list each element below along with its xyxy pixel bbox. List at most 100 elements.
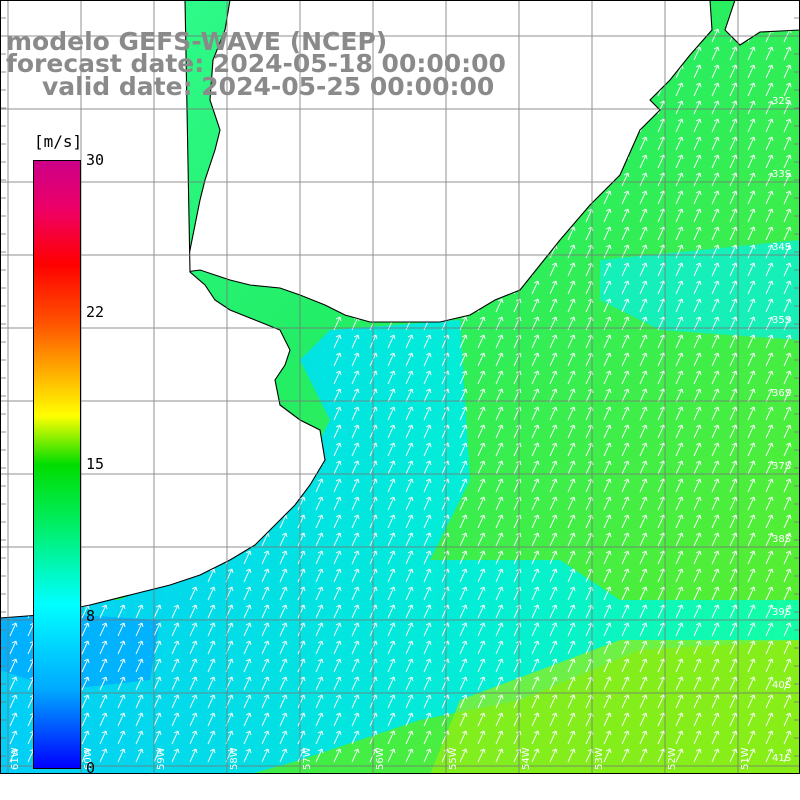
wind-arrow (639, 658, 648, 673)
wind-arrow (9, 712, 18, 727)
wind-arrow (549, 514, 558, 529)
lon-label: 55W (448, 747, 459, 770)
wind-arrow (405, 442, 414, 457)
wind-arrow (405, 658, 414, 673)
wind-arrow (693, 478, 702, 493)
wind-arrow (495, 586, 504, 601)
wind-arrow (783, 388, 792, 403)
wind-arrow (603, 712, 612, 727)
wind-arrow (387, 514, 396, 529)
wind-arrow (747, 154, 756, 169)
wind-arrow (459, 568, 468, 583)
wind-arrow (81, 658, 90, 673)
wind-arrow (531, 352, 540, 367)
wind-arrow (729, 406, 738, 421)
wind-arrow (549, 334, 558, 349)
wind-arrow (405, 568, 414, 583)
wind-arrow (747, 64, 756, 79)
wind-arrow (549, 532, 558, 547)
wind-arrow (783, 190, 792, 205)
wind-arrow (783, 370, 792, 385)
wind-arrow (711, 550, 720, 565)
wind-arrow (693, 748, 702, 763)
wind-arrow (603, 334, 612, 349)
wind-arrow (333, 712, 342, 727)
wind-arrow (783, 712, 792, 727)
wind-arrow (351, 496, 360, 511)
wind-arrow (297, 658, 306, 673)
wind-arrow (279, 658, 288, 673)
wind-arrow (351, 424, 360, 439)
wind-arrow (675, 118, 684, 133)
wind-arrow (495, 730, 504, 745)
wind-arrow (315, 658, 324, 673)
wind-arrow (477, 604, 486, 619)
wind-arrow (495, 442, 504, 457)
wind-arrow (297, 712, 306, 727)
wind-arrow (711, 748, 720, 763)
wind-arrow (423, 676, 432, 691)
wind-arrow (711, 208, 720, 223)
wind-arrow (603, 586, 612, 601)
wind-arrow (783, 748, 792, 763)
wind-arrow (621, 334, 630, 349)
wind-arrow (783, 280, 792, 295)
wind-arrow (675, 496, 684, 511)
wind-arrow (675, 136, 684, 151)
wind-arrow (621, 172, 630, 187)
wind-arrow (729, 712, 738, 727)
wind-arrow (567, 496, 576, 511)
wind-arrow (621, 730, 630, 745)
wind-arrow (711, 172, 720, 187)
wind-arrow (333, 424, 342, 439)
wind-arrow (189, 730, 198, 745)
wind-arrow (729, 370, 738, 385)
wind-arrow (495, 604, 504, 619)
wind-arrow (783, 658, 792, 673)
colorbar-tick-15: 15 (86, 455, 105, 473)
wind-arrow (693, 370, 702, 385)
wind-arrow (261, 712, 270, 727)
wind-arrow (567, 334, 576, 349)
wind-arrow (549, 622, 558, 637)
wind-arrow (693, 298, 702, 313)
wind-arrow (729, 46, 738, 61)
lat-label: 41S (772, 753, 791, 764)
wind-arrow (711, 514, 720, 529)
wind-arrow (297, 640, 306, 655)
wind-arrow (675, 658, 684, 673)
wind-arrow (747, 460, 756, 475)
wind-arrow (549, 424, 558, 439)
wind-arrow (675, 514, 684, 529)
wind-arrow (549, 748, 558, 763)
colorbar-tick-8: 8 (86, 607, 96, 625)
graticule (0, 0, 800, 775)
wind-arrow (81, 622, 90, 637)
wind-arrow (621, 442, 630, 457)
wind-arrow (765, 460, 774, 475)
wind-arrow (765, 262, 774, 277)
wind-arrow (783, 226, 792, 241)
wind-arrow (603, 478, 612, 493)
wind-arrow (675, 640, 684, 655)
wind-arrow (567, 478, 576, 493)
wind-arrow (423, 352, 432, 367)
title-model: modelo GEFS-WAVE (NCEP) (6, 27, 388, 56)
wind-arrow (99, 676, 108, 691)
wind-arrow (783, 352, 792, 367)
wind-arrow (783, 568, 792, 583)
shelf-field (0, 320, 800, 800)
wind-arrow (9, 640, 18, 655)
wind-arrow (405, 550, 414, 565)
wind-arrow (639, 406, 648, 421)
wind-arrow (99, 748, 108, 763)
wind-arrow (639, 514, 648, 529)
wind-arrow (171, 604, 180, 619)
lat-label: 33S (772, 169, 791, 180)
wind-arrow (279, 622, 288, 637)
wind-arrow (549, 460, 558, 475)
wind-arrow (117, 676, 126, 691)
wind-arrow (333, 550, 342, 565)
wind-arrow (621, 658, 630, 673)
wind-arrow (729, 136, 738, 151)
